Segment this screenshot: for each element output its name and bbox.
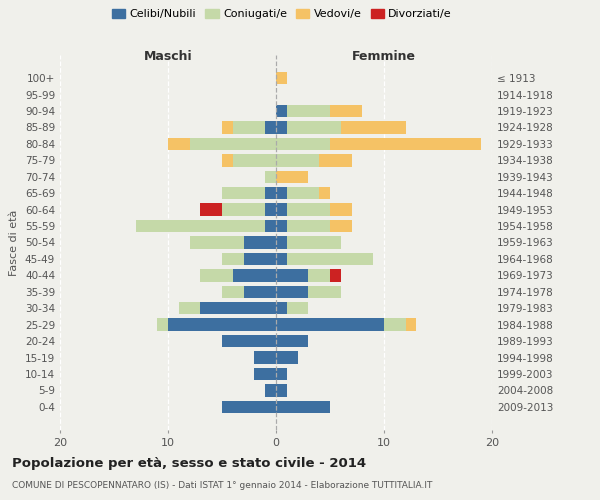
Bar (276, 187, 287, 200)
Bar (265, 122, 276, 134)
Bar (276, 384, 287, 396)
Bar (330, 138, 481, 150)
Bar (222, 253, 244, 265)
Bar (244, 236, 276, 248)
Bar (287, 220, 330, 232)
Bar (233, 122, 265, 134)
Bar (308, 269, 330, 281)
Bar (265, 384, 276, 396)
Bar (406, 318, 416, 331)
Bar (276, 253, 287, 265)
Bar (276, 318, 384, 331)
Bar (276, 105, 287, 117)
Bar (384, 318, 406, 331)
Bar (287, 122, 341, 134)
Bar (265, 204, 276, 216)
Text: COMUNE DI PESCOPENNATARO (IS) - Dati ISTAT 1° gennaio 2014 - Elaborazione TUTTIT: COMUNE DI PESCOPENNATARO (IS) - Dati IST… (12, 481, 433, 490)
Bar (254, 368, 276, 380)
Bar (319, 187, 330, 200)
Bar (265, 220, 276, 232)
Bar (287, 236, 341, 248)
Bar (265, 187, 276, 200)
Bar (200, 302, 276, 314)
Bar (190, 138, 276, 150)
Bar (276, 400, 330, 413)
Bar (330, 269, 341, 281)
Bar (276, 170, 308, 183)
Bar (276, 122, 287, 134)
Bar (276, 204, 287, 216)
Bar (254, 352, 276, 364)
Bar (287, 204, 330, 216)
Bar (287, 253, 373, 265)
Bar (287, 187, 319, 200)
Bar (222, 204, 265, 216)
Bar (244, 253, 276, 265)
Bar (330, 105, 362, 117)
Legend: Celibi/Nubili, Coniugati/e, Vedovi/e, Divorziati/e: Celibi/Nubili, Coniugati/e, Vedovi/e, Di… (109, 6, 455, 22)
Bar (200, 269, 233, 281)
Bar (308, 286, 341, 298)
Bar (157, 318, 168, 331)
Bar (168, 138, 190, 150)
Bar (222, 154, 233, 166)
Bar (276, 302, 287, 314)
Bar (222, 122, 233, 134)
Text: Popolazione per età, sesso e stato civile - 2014: Popolazione per età, sesso e stato civil… (12, 458, 366, 470)
Bar (330, 204, 352, 216)
Y-axis label: Fasce di età: Fasce di età (10, 210, 19, 276)
Bar (276, 368, 287, 380)
Text: Femmine: Femmine (352, 50, 416, 64)
Bar (287, 302, 308, 314)
Bar (190, 236, 244, 248)
Bar (319, 154, 352, 166)
Bar (330, 220, 352, 232)
Bar (222, 286, 244, 298)
Bar (222, 187, 265, 200)
Bar (276, 352, 298, 364)
Bar (276, 138, 330, 150)
Bar (168, 318, 276, 331)
Bar (179, 302, 200, 314)
Bar (276, 286, 308, 298)
Bar (244, 286, 276, 298)
Bar (341, 122, 406, 134)
Bar (276, 72, 287, 85)
Text: Maschi: Maschi (143, 50, 193, 64)
Bar (276, 220, 287, 232)
Bar (136, 220, 265, 232)
Bar (276, 335, 308, 347)
Bar (276, 154, 319, 166)
Bar (276, 269, 308, 281)
Bar (276, 236, 287, 248)
Bar (287, 105, 330, 117)
Bar (265, 170, 276, 183)
Bar (233, 269, 276, 281)
Bar (200, 204, 222, 216)
Bar (222, 335, 276, 347)
Bar (233, 154, 276, 166)
Bar (222, 400, 276, 413)
